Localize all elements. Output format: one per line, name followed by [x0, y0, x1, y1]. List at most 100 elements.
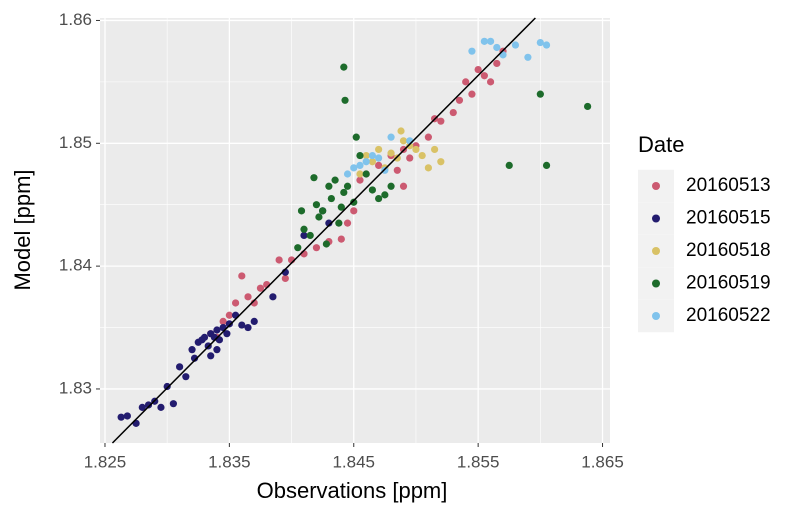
legend-marker: [652, 247, 660, 255]
point: [213, 326, 221, 334]
point: [352, 133, 360, 141]
point: [312, 244, 321, 252]
point: [340, 63, 348, 71]
point: [343, 170, 352, 178]
legend-marker: [652, 279, 660, 288]
point: [223, 330, 231, 338]
fit-line: [111, 17, 536, 444]
point: [399, 182, 408, 190]
point: [238, 272, 246, 280]
point: [375, 161, 383, 169]
point: [399, 137, 408, 145]
point: [297, 207, 306, 215]
point: [269, 293, 277, 301]
y-tick-label: 1.83: [59, 378, 92, 397]
point: [424, 133, 432, 141]
point: [176, 363, 184, 371]
y-tick-label: 1.85: [59, 133, 92, 152]
point: [337, 235, 345, 243]
point: [375, 194, 383, 203]
point: [117, 413, 125, 421]
y-tick-label: 1.84: [59, 256, 92, 275]
point: [356, 151, 364, 160]
point: [331, 176, 339, 184]
point: [238, 321, 246, 329]
point: [542, 161, 551, 169]
point: [350, 198, 358, 206]
point: [343, 182, 352, 190]
point: [486, 78, 495, 86]
point: [468, 90, 476, 98]
point: [381, 191, 389, 199]
point: [368, 158, 377, 166]
point: [449, 108, 457, 117]
legend-label: 20160518: [686, 240, 771, 261]
point: [250, 317, 258, 325]
point: [322, 240, 330, 248]
point: [188, 346, 196, 354]
x-axis-title: Observations [ppm]: [257, 478, 448, 503]
point: [356, 176, 364, 184]
legend-marker: [652, 214, 660, 223]
point: [368, 151, 377, 160]
point: [387, 149, 395, 157]
point: [375, 154, 383, 162]
point: [312, 201, 321, 209]
y-tick-label: 1.86: [59, 10, 92, 29]
point: [387, 182, 395, 190]
point: [536, 90, 544, 98]
point: [325, 182, 333, 190]
point: [306, 231, 314, 240]
point: [343, 219, 352, 227]
x-tick-label: 1.825: [84, 452, 127, 471]
point: [368, 186, 377, 194]
point: [584, 102, 592, 111]
point: [397, 127, 405, 135]
point: [281, 274, 289, 283]
point: [524, 53, 532, 61]
x-tick-label: 1.845: [332, 452, 375, 471]
point: [505, 161, 513, 169]
point: [393, 166, 401, 174]
point: [144, 401, 153, 409]
plot-panel: [100, 18, 610, 443]
point: [412, 145, 420, 154]
point: [468, 47, 476, 55]
point: [362, 158, 370, 166]
point: [294, 244, 302, 252]
point: [123, 412, 131, 420]
point: [219, 317, 227, 325]
point: [511, 41, 520, 49]
point: [493, 43, 501, 52]
legend-title: Date: [638, 132, 684, 157]
x-tick-label: 1.865: [581, 452, 624, 471]
point: [431, 145, 439, 154]
point: [356, 170, 364, 178]
point: [437, 158, 445, 166]
legend-marker: [652, 312, 660, 320]
point: [275, 256, 283, 264]
point: [250, 299, 258, 307]
point: [207, 352, 215, 360]
point: [335, 219, 343, 227]
point: [437, 117, 445, 125]
x-tick-label: 1.855: [457, 452, 500, 471]
point: [474, 65, 482, 74]
point: [325, 219, 333, 227]
point: [190, 354, 199, 362]
point: [244, 323, 252, 332]
point: [163, 382, 171, 391]
point: [362, 170, 370, 178]
point: [387, 133, 395, 141]
point: [138, 403, 146, 411]
point: [375, 145, 383, 154]
point: [356, 161, 364, 169]
point: [319, 207, 327, 215]
point: [337, 203, 345, 211]
point: [310, 174, 318, 182]
point: [486, 37, 495, 45]
legend-label: 20160513: [686, 175, 771, 196]
point: [157, 403, 165, 411]
point: [480, 37, 488, 45]
